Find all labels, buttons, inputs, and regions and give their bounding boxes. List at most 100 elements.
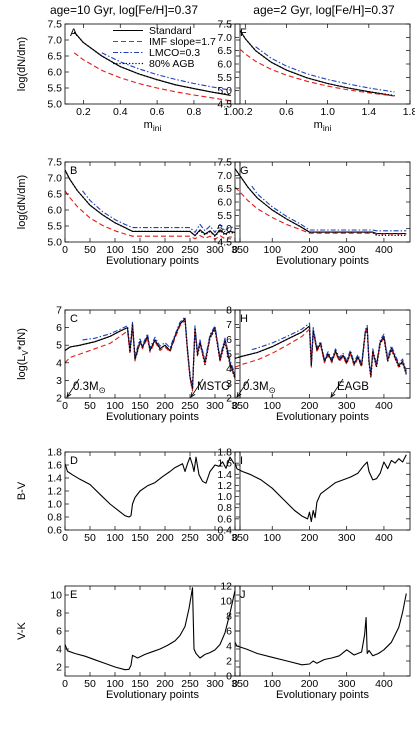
column-title-left: age=10 Gyr, log[Fe/H]=0.37 xyxy=(50,3,198,17)
y-tick-label-F-4: 6.5 xyxy=(217,45,232,57)
x-tick-label-F-1: 0.6 xyxy=(279,106,294,118)
y-tick-label-J-4: 8 xyxy=(226,611,232,623)
x-tick-label-D-4: 200 xyxy=(156,532,174,544)
annotation-text: 0.3M xyxy=(73,381,99,393)
annotation-arrow-C-1 xyxy=(190,378,204,398)
annotation-arrow-C-2 xyxy=(330,378,344,398)
axes-frame-I xyxy=(234,451,411,531)
x-tick-label-I-4: 400 xyxy=(375,532,393,544)
y-tick-label-G-3: 6.0 xyxy=(217,197,232,209)
y-tick-label-G-6: 7.5 xyxy=(217,157,232,169)
panel-D: 0 50 100 150 200 250 300 3500.60.81.01.21.41.61… xyxy=(16,447,249,545)
x-axis-label-J: Evolutionary points xyxy=(276,689,369,701)
x-label-sub: ini xyxy=(323,123,332,133)
x-tick-label-C-3: 150 xyxy=(131,400,149,412)
axes-frame-A xyxy=(64,23,241,105)
x-tick-label-F-4: 1.8 xyxy=(403,106,415,118)
y-tick-label-C-5: 7 xyxy=(56,305,62,317)
x-tick-label-B-1: 50 xyxy=(84,244,96,256)
series-group xyxy=(65,169,236,240)
sun-symbol: ⊙ xyxy=(269,385,276,395)
y-tick-label-G-4: 6.5 xyxy=(217,183,232,195)
x-tick-label-A-2: 0.6 xyxy=(150,106,165,118)
series-line-B-3 xyxy=(65,169,236,237)
y-tick-label-F-5: 7.0 xyxy=(217,32,232,44)
annotation-text: 0.3M xyxy=(243,381,269,393)
series-line-B-2 xyxy=(82,190,236,233)
series-line-D-0 xyxy=(65,456,235,518)
y-tick-label-H-0: 2 xyxy=(226,393,232,405)
panel-H: 0 100 200 300 400 2 3 4 5 6 7 8H Evolutionary points xyxy=(226,305,411,423)
panel-letter-J: J xyxy=(240,589,246,601)
y-tick-label-E-0: 2 xyxy=(56,662,62,674)
series-group xyxy=(235,593,407,666)
annotation-arrow-C-0 xyxy=(66,378,80,398)
panel-letter-B: B xyxy=(70,165,77,177)
x-tick-label-E-0: 0 xyxy=(62,678,68,690)
x-tick-label-A-1: 0.4 xyxy=(113,106,128,118)
y-tick-label-I-6: 1.6 xyxy=(217,458,232,470)
series-group xyxy=(239,30,395,97)
y-tick-label-C-0: 2 xyxy=(56,393,62,405)
y-tick-label-C-1: 3 xyxy=(56,375,62,387)
y-label-part: log(L xyxy=(16,355,28,379)
x-tick-label-E-6: 300 xyxy=(206,678,224,690)
x-tick-label-D-3: 150 xyxy=(131,532,149,544)
y-axis-label-B: log(dN/dm) xyxy=(16,175,28,229)
x-tick-label-G-3: 300 xyxy=(338,244,356,256)
series-line-C-0 xyxy=(65,318,236,390)
y-tick-label-E-4: 10 xyxy=(50,590,62,602)
y-axis-label-A: log(dN/dm) xyxy=(16,37,28,91)
sun-symbol: ⊙ xyxy=(99,385,106,395)
series-line-H-2 xyxy=(251,322,407,375)
y-tick-label-B-5: 7.5 xyxy=(47,157,62,169)
x-tick-label-G-4: 400 xyxy=(375,244,393,256)
y-tick-label-F-0: 4.5 xyxy=(217,99,232,111)
y-tick-label-H-5: 7 xyxy=(226,319,232,331)
series-group xyxy=(65,456,235,518)
y-tick-label-A-3: 6.5 xyxy=(47,51,62,63)
x-tick-label-D-1: 50 xyxy=(84,532,96,544)
y-tick-label-D-1: 0.8 xyxy=(47,512,62,524)
panel-letter-F: F xyxy=(240,27,247,39)
series-line-F-3 xyxy=(239,30,395,97)
series-line-G-1 xyxy=(235,186,407,235)
y-tick-label-F-3: 6.0 xyxy=(217,59,232,71)
y-tick-label-A-0: 5.0 xyxy=(47,99,62,111)
y-tick-label-C-3: 5 xyxy=(56,340,62,352)
y-tick-label-A-4: 7.0 xyxy=(47,35,62,47)
panel-letter-A: A xyxy=(70,27,78,39)
panel-G: 0 100 200 300 400 4.5 5.05.56.0 6.57.07.5 G Evolu… xyxy=(217,157,411,267)
x-tick-label-G-2: 200 xyxy=(301,244,319,256)
x-axis-label-H: Evolutionary points xyxy=(276,411,369,423)
x-tick-label-I-3: 300 xyxy=(338,532,356,544)
x-tick-label-C-1: 50 xyxy=(84,400,96,412)
annotation-H-0: 0.3M⊙ xyxy=(243,381,276,395)
x-tick-label-B-5: 250 xyxy=(181,244,199,256)
x-tick-label-C-6: 300 xyxy=(206,400,224,412)
y-tick-label-C-4: 6 xyxy=(56,322,62,334)
y-tick-label-J-0: 0 xyxy=(226,671,232,683)
y-tick-label-D-0: 0.6 xyxy=(47,525,62,537)
x-tick-label-B-6: 300 xyxy=(206,244,224,256)
series-line-H-1 xyxy=(235,328,407,379)
axes-frame-D xyxy=(64,451,241,531)
series-line-G-2 xyxy=(251,185,407,232)
x-axis-label-G: Evolutionary points xyxy=(276,255,369,267)
y-tick-label-I-4: 1.2 xyxy=(217,480,232,492)
x-tick-label-J-3: 300 xyxy=(338,678,356,690)
y-tick-label-I-3: 1.0 xyxy=(217,491,232,503)
annotation-arrowhead-C-0 xyxy=(66,392,72,398)
y-tick-label-I-2: 0.8 xyxy=(217,502,232,514)
series-group xyxy=(235,168,407,236)
y-tick-label-B-1: 5.5 xyxy=(47,221,62,233)
x-label-main: m xyxy=(314,119,323,131)
y-tick-label-E-2: 6 xyxy=(56,626,62,638)
y-tick-label-B-4: 7.0 xyxy=(47,173,62,185)
series-line-C-3 xyxy=(65,318,236,390)
x-tick-label-B-3: 150 xyxy=(131,244,149,256)
x-tick-label-E-7: 350 xyxy=(231,678,249,690)
x-tick-label-I-2: 200 xyxy=(301,532,319,544)
